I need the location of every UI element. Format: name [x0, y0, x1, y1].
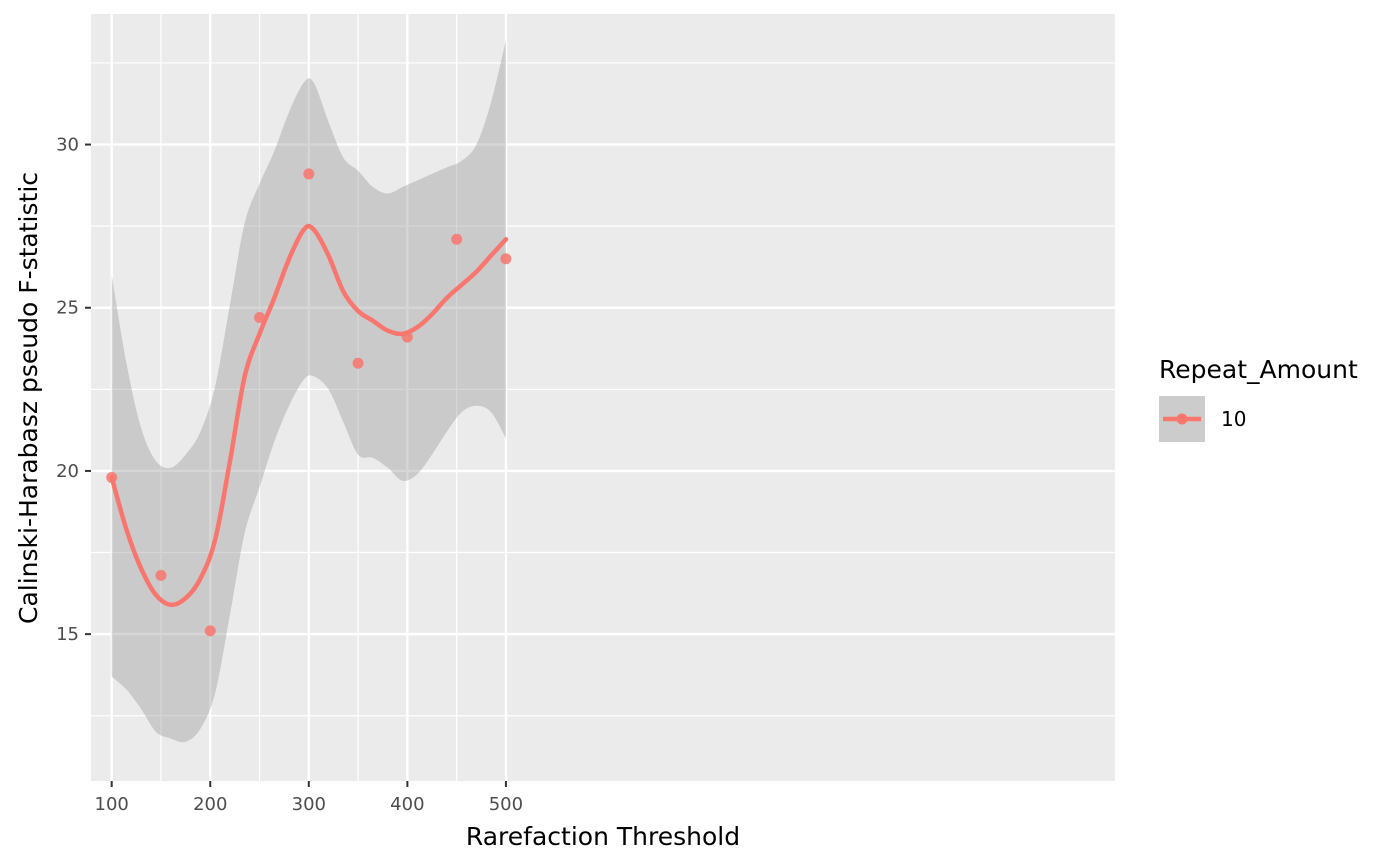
grid-minor: [91, 14, 1115, 781]
smooth-line: [109, 223, 509, 608]
y-tick-label: 25: [56, 298, 79, 319]
x-tick-label: 300: [292, 794, 326, 815]
legend-title: Repeat_Amount: [1159, 355, 1358, 384]
legend-key-point: [1176, 413, 1188, 425]
x-axis-title: Rarefaction Threshold: [466, 822, 740, 851]
x-tick-label: 400: [390, 794, 424, 815]
y-axis-title: Calinski-Harabasz pseudo F-statistic: [14, 172, 43, 624]
y-tick-label: 30: [56, 135, 79, 156]
grid-major: [91, 14, 1115, 781]
x-tick-label: 100: [95, 794, 129, 815]
data-point: [254, 312, 266, 324]
data-point: [204, 625, 216, 637]
data-point: [451, 233, 463, 245]
y-tick-label: 15: [56, 624, 79, 645]
plot-background: [91, 14, 1115, 781]
data-point: [352, 357, 364, 369]
data-point: [303, 168, 315, 180]
legend-label: 10: [1221, 407, 1246, 431]
x-axis-ticks: 100 200 300 400 500: [95, 781, 523, 815]
x-tick-label: 500: [489, 794, 523, 815]
x-tick-label: 200: [193, 794, 227, 815]
legend: Repeat_Amount 10: [1159, 355, 1358, 442]
y-tick-label: 20: [56, 461, 79, 482]
data-point: [500, 253, 512, 265]
data-point: [155, 569, 167, 581]
y-axis-ticks: 15 20 25 30: [56, 135, 91, 645]
confidence-band: [111, 40, 506, 743]
